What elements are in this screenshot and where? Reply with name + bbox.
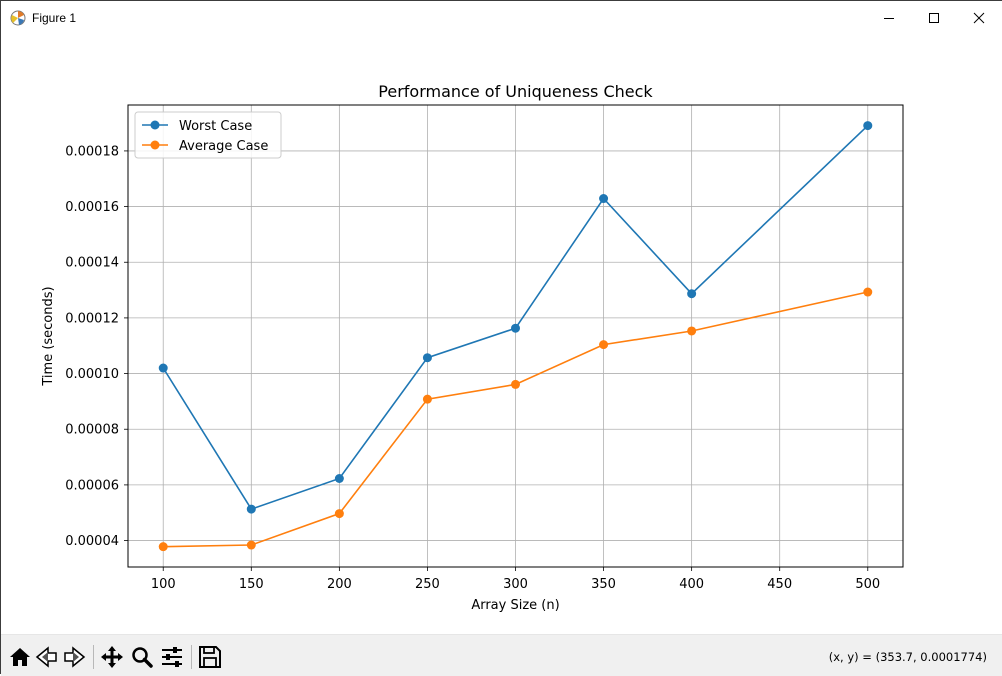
x-tick-label: 150 — [239, 577, 264, 592]
grid-lines — [128, 105, 903, 567]
chart-title: Performance of Uniqueness Check — [378, 82, 653, 101]
y-tick-label: 0.00006 — [65, 478, 119, 493]
y-axis-label: Time (seconds) — [41, 286, 56, 386]
x-tick-label: 500 — [855, 577, 880, 592]
x-tick-label: 300 — [503, 577, 528, 592]
x-tick-label: 200 — [327, 577, 352, 592]
forward-icon — [64, 646, 86, 668]
home-icon — [10, 648, 30, 666]
maximize-button[interactable] — [911, 1, 957, 35]
data-point — [334, 473, 344, 483]
axis-ticks: 100 150 200 250 300 350 400 450 500 0.00004 0.0000… — [65, 144, 880, 592]
data-point — [599, 340, 609, 350]
legend-label: Average Case — [179, 139, 268, 154]
series-line — [162, 125, 869, 511]
data-point — [158, 363, 168, 373]
navigation-toolbar: (x, y) = (353.7, 0.0001774) — [1, 634, 1002, 676]
close-icon — [973, 12, 985, 24]
pan-icon — [101, 646, 123, 668]
data-point — [511, 323, 520, 333]
x-tick-label: 350 — [591, 577, 616, 592]
data-point — [687, 326, 697, 336]
back-icon — [35, 646, 57, 668]
home-button[interactable] — [7, 644, 33, 670]
y-tick-label: 0.00016 — [65, 200, 119, 215]
matplotlib-app-icon — [9, 9, 27, 27]
x-tick-label: 450 — [767, 577, 792, 592]
figure-canvas[interactable]: 100 150 200 250 300 350 400 450 500 0.00004 0.0000… — [1, 35, 1002, 634]
minimize-icon — [884, 18, 894, 19]
configure-subplots-button[interactable] — [159, 644, 185, 670]
zoom-icon — [132, 647, 153, 668]
y-tick-label: 0.00012 — [65, 311, 119, 326]
data-point — [511, 379, 520, 389]
data-point — [863, 121, 873, 131]
y-tick-label: 0.00018 — [65, 144, 119, 159]
cursor-coordinates: (x, y) = (353.7, 0.0001774) — [828, 650, 987, 664]
minimize-button[interactable] — [866, 1, 912, 35]
series-lines — [158, 121, 873, 552]
line-chart: 100 150 200 250 300 350 400 450 500 0.00004 0.0000… — [41, 82, 904, 613]
legend-label: Worst Case — [179, 119, 252, 134]
window-title: Figure 1 — [32, 11, 77, 25]
data-point — [422, 353, 432, 363]
data-point — [422, 394, 432, 404]
data-point — [158, 542, 168, 552]
zoom-button[interactable] — [129, 644, 155, 670]
data-point — [246, 540, 256, 550]
x-axis-label: Array Size (n) — [471, 598, 559, 613]
x-tick-label: 250 — [415, 577, 440, 592]
data-point — [246, 504, 256, 514]
y-tick-label: 0.00010 — [65, 367, 119, 382]
pan-button[interactable] — [99, 644, 125, 670]
legend: Worst Case Average Case — [134, 111, 282, 159]
close-button[interactable] — [956, 1, 1002, 35]
series-line — [163, 291, 868, 548]
configure-subplots-icon — [162, 647, 182, 667]
legend-marker — [150, 120, 160, 130]
x-tick-label: 100 — [151, 577, 176, 592]
x-tick-label: 400 — [679, 577, 704, 592]
data-point — [687, 289, 697, 299]
data-point — [334, 509, 344, 519]
save-icon — [199, 646, 221, 668]
save-button[interactable] — [197, 644, 223, 670]
maximize-icon — [929, 13, 939, 23]
toolbar-separator — [191, 645, 192, 669]
y-tick-label: 0.00014 — [65, 256, 119, 271]
legend-marker — [150, 140, 160, 150]
data-point — [863, 287, 873, 297]
forward-button[interactable] — [61, 644, 87, 670]
title-bar: Figure 1 — [1, 1, 1002, 35]
back-button[interactable] — [34, 644, 60, 670]
y-tick-label: 0.00004 — [65, 534, 119, 549]
toolbar-separator — [93, 645, 94, 669]
y-tick-label: 0.00008 — [65, 423, 119, 438]
data-point — [599, 194, 609, 204]
legend-box — [134, 111, 282, 159]
